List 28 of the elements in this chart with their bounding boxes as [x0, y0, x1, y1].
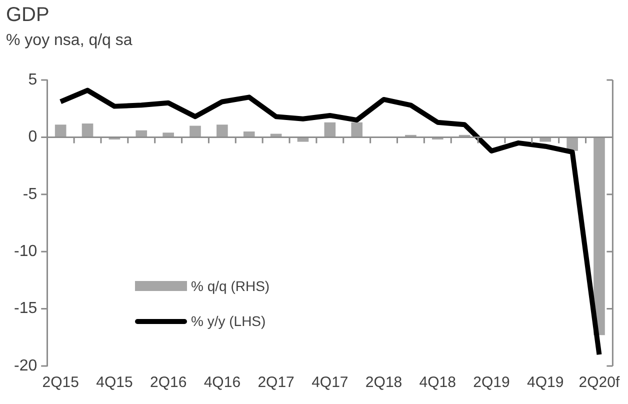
x-tick-label: 2Q15	[42, 374, 79, 392]
x-tick-label: 4Q17	[312, 374, 348, 392]
x-tick-label: 2Q17	[258, 374, 294, 392]
x-tick-label: 2Q16	[150, 374, 187, 392]
x-tick-label: 2Q20f	[578, 374, 620, 392]
x-tick-label: 4Q15	[96, 374, 133, 392]
y-tick-label: -10	[14, 243, 38, 260]
chart-title: GDP	[6, 4, 50, 27]
bar	[54, 124, 66, 138]
bar	[351, 122, 362, 138]
x-tick-label: 4Q18	[419, 374, 456, 392]
chart-subtitle: % yoy nsa, q/q sa	[6, 32, 132, 50]
legend-label: % q/q (RHS)	[191, 278, 270, 294]
y-tick-label: -5	[22, 186, 38, 203]
bar	[324, 122, 336, 138]
y-tick-label: 0	[28, 128, 38, 146]
bar	[82, 123, 94, 138]
bar	[594, 137, 605, 336]
y-tick-label: 5	[28, 71, 38, 88]
bar	[190, 126, 201, 138]
legend-label: % y/y (LHS)	[191, 313, 266, 329]
x-tick-label: 2Q19	[473, 374, 510, 392]
x-tick-label: 2Q18	[365, 374, 402, 392]
y-tick-label: -20	[14, 357, 38, 374]
x-tick-label: 4Q19	[527, 374, 564, 392]
y-tick-label: -15	[14, 300, 38, 318]
bar	[216, 124, 228, 138]
x-tick-label: 4Q16	[204, 374, 241, 392]
